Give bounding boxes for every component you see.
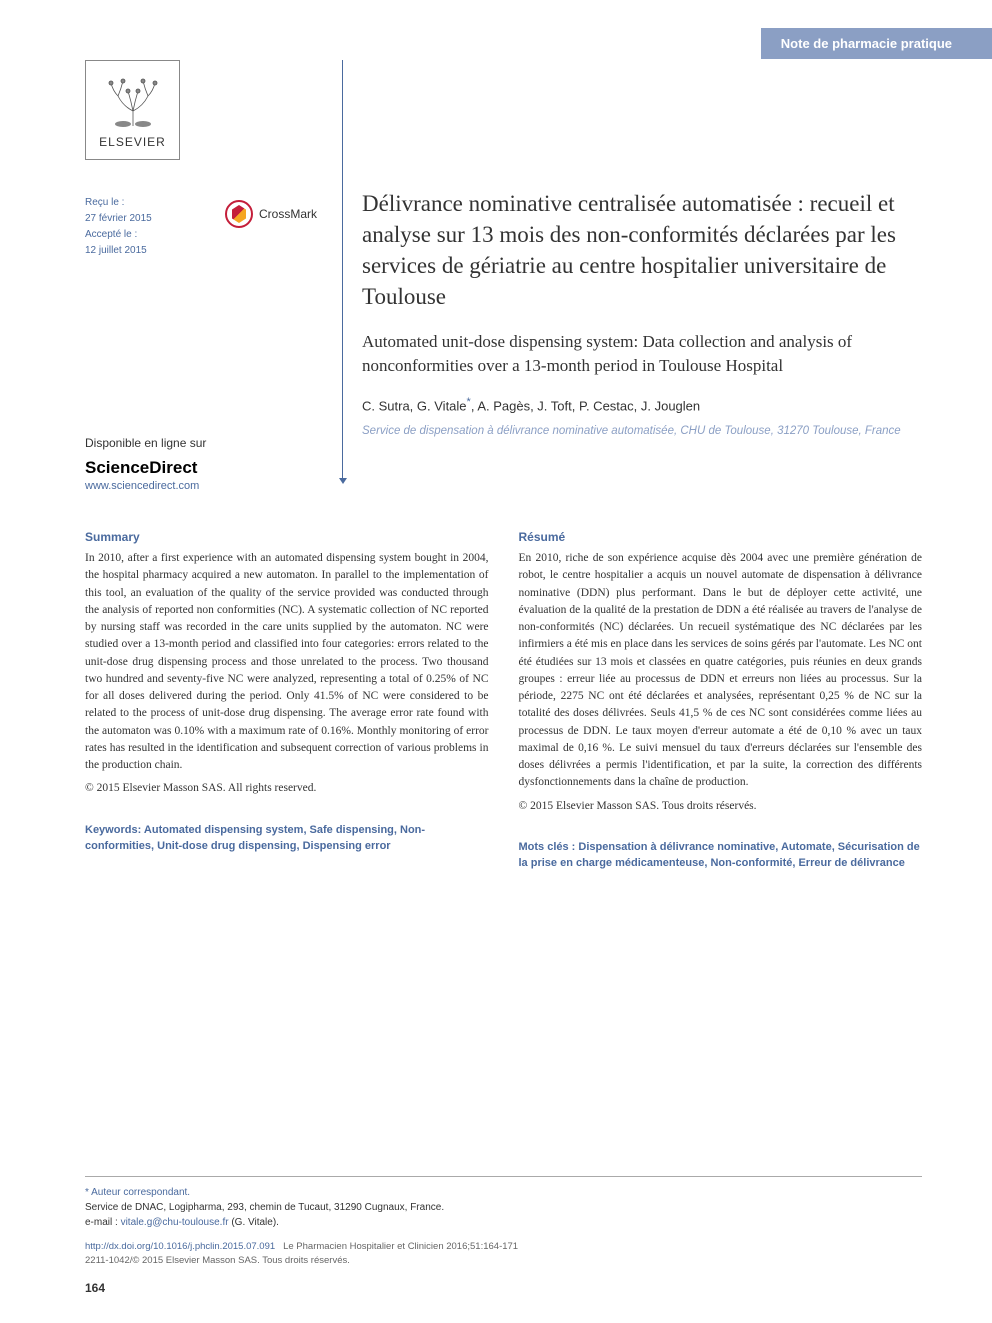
online-label: Disponible en ligne sur [85,436,206,450]
crossmark-icon [225,200,253,228]
accepted-label: Accepté le : [85,227,152,243]
keywords-en: Keywords: Automated dispensing system, S… [85,822,489,855]
publisher-logo: ELSEVIER [85,60,180,160]
email-label: e-mail : [85,1217,118,1228]
keywords-fr: Mots clés : Dispensation à délivrance no… [519,839,923,872]
divider-line [342,60,343,480]
doi-link[interactable]: http://dx.doi.org/10.1016/j.phclin.2015.… [85,1241,275,1252]
article-dates: Reçu le : 27 février 2015 Accepté le : 1… [85,195,152,259]
publisher-name: ELSEVIER [99,135,166,149]
summary-heading: Summary [85,530,489,544]
accepted-date: 12 juillet 2015 [85,243,152,259]
issn-copyright: 2211-1042/© 2015 Elsevier Masson SAS. To… [85,1255,350,1266]
sciencedirect-link[interactable]: www.sciencedirect.com [85,480,206,492]
corresp-label: Auteur correspondant. [91,1187,190,1198]
resume-body: En 2010, riche de son expérience acquise… [519,550,923,792]
received-label: Reçu le : [85,195,152,211]
author-names: C. Sutra, G. Vitale [362,398,467,413]
keywords-en-label: Keywords: [85,824,141,836]
corresp-email-link[interactable]: vitale.g@chu-toulouse.fr [121,1217,229,1228]
summary-body: In 2010, after a first experience with a… [85,550,489,774]
section-banner: Note de pharmacie pratique [761,28,992,59]
summary-column: Summary In 2010, after a first experienc… [85,530,489,872]
keywords-fr-list: Dispensation à délivrance nominative, Au… [519,841,920,870]
resume-column: Résumé En 2010, riche de son expérience … [519,530,923,872]
online-availability: Disponible en ligne sur ScienceDirect ww… [85,436,206,492]
article-title-en: Automated unit-dose dispensing system: D… [362,330,922,378]
affiliation: Service de dispensation à délivrance nom… [362,423,922,439]
keywords-fr-label: Mots clés : [519,841,576,853]
received-date: 27 février 2015 [85,211,152,227]
sciencedirect-brand: ScienceDirect [85,458,206,478]
summary-copyright: © 2015 Elsevier Masson SAS. All rights r… [85,780,489,797]
corresp-email-name: (G. Vitale). [231,1217,279,1228]
author-names-rest: , A. Pagès, J. Toft, P. Cestac, J. Jougl… [471,398,700,413]
corresp-address: Service de DNAC, Logipharma, 293, chemin… [85,1200,922,1215]
article-title-fr: Délivrance nominative centralisée automa… [362,188,922,312]
authors-list: C. Sutra, G. Vitale*, A. Pagès, J. Toft,… [362,396,922,413]
resume-heading: Résumé [519,530,923,544]
resume-copyright: © 2015 Elsevier Masson SAS. Tous droits … [519,798,923,815]
page-number: 164 [85,1281,105,1295]
tree-icon [103,71,163,131]
crossmark-badge[interactable]: CrossMark [225,200,317,228]
citation-info: Le Pharmacien Hospitalier et Clinicien 2… [283,1241,518,1252]
crossmark-label: CrossMark [259,207,317,221]
page-footer: * Auteur correspondant. Service de DNAC,… [85,1176,922,1269]
